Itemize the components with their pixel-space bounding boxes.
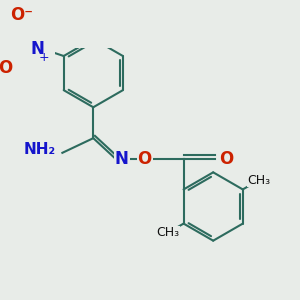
Text: O: O [219, 149, 233, 167]
Text: CH₃: CH₃ [156, 226, 179, 239]
Text: O: O [137, 149, 152, 167]
Text: +: + [39, 51, 50, 64]
Text: O⁻: O⁻ [10, 6, 33, 24]
Text: N: N [115, 149, 129, 167]
Text: CH₃: CH₃ [248, 173, 271, 187]
Text: N: N [31, 40, 45, 58]
Text: NH₂: NH₂ [24, 142, 56, 157]
Text: O: O [0, 59, 12, 77]
